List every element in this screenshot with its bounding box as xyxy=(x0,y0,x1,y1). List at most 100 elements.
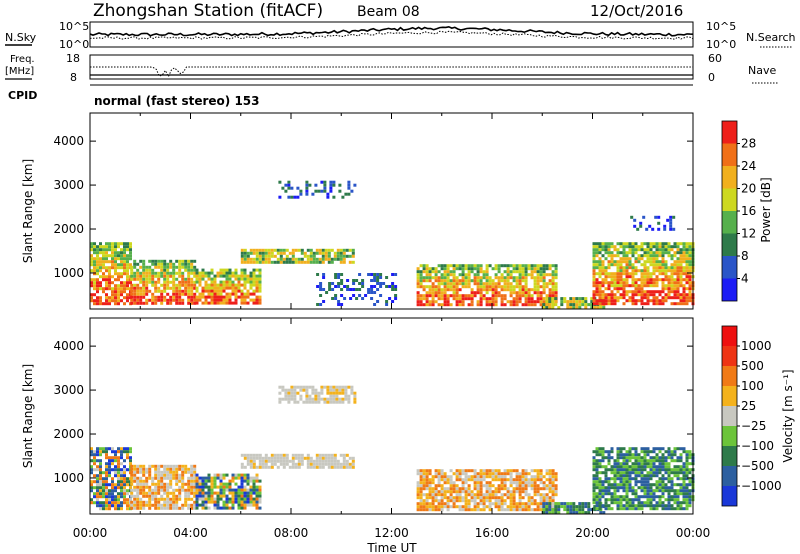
echo-cell xyxy=(123,254,126,258)
echo-cell xyxy=(548,273,552,277)
echo-cell xyxy=(123,483,126,487)
echo-cell xyxy=(634,251,638,255)
echo-cell xyxy=(479,294,483,298)
echo-cell xyxy=(305,192,309,196)
echo-cell xyxy=(670,281,674,285)
echo-cell xyxy=(187,259,191,263)
echo-cell xyxy=(685,492,689,496)
echo-cell xyxy=(288,260,292,264)
echo-cell xyxy=(425,264,429,268)
echo-cell xyxy=(673,459,677,463)
echo-cell xyxy=(655,504,659,508)
echo-cell xyxy=(348,260,352,264)
echo-cell xyxy=(661,287,665,291)
echo-cell xyxy=(657,215,661,219)
echo-cell xyxy=(584,303,588,307)
echo-cell xyxy=(509,291,513,295)
echo-cell xyxy=(287,400,291,404)
echo-cell xyxy=(613,284,617,288)
echo-cell xyxy=(676,293,680,297)
echo-cell xyxy=(419,469,423,473)
echo-cell xyxy=(655,257,659,261)
echo-cell xyxy=(278,397,282,401)
echo-cell xyxy=(637,504,641,508)
echo-cell xyxy=(184,280,188,284)
echo-cell xyxy=(370,279,374,282)
freq-tick-top: 18 xyxy=(66,52,80,65)
echo-cell xyxy=(628,468,632,472)
echo-cell xyxy=(518,291,522,295)
echo-cell xyxy=(207,274,211,278)
echo-cell xyxy=(142,292,146,296)
echo-cell xyxy=(524,502,528,506)
echo-cell xyxy=(190,277,194,281)
echo-cell xyxy=(348,456,352,460)
echo-cell xyxy=(682,269,686,273)
echo-cell xyxy=(473,484,477,488)
echo-cell xyxy=(548,288,552,292)
echo-cell xyxy=(670,498,674,502)
echo-cell xyxy=(96,498,99,502)
echo-cell xyxy=(604,504,608,508)
echo-cell xyxy=(602,511,606,515)
echo-cell xyxy=(646,498,650,502)
echo-cell xyxy=(303,251,307,255)
echo-cell xyxy=(599,511,603,515)
echo-cell xyxy=(625,474,629,478)
echo-cell xyxy=(667,296,671,300)
echo-cell xyxy=(249,257,253,261)
echo-cell xyxy=(111,504,114,508)
echo-cell xyxy=(628,507,632,511)
echo-cell xyxy=(102,248,105,252)
echo-cell xyxy=(437,493,441,497)
echo-cell xyxy=(96,495,99,499)
echo-cell xyxy=(136,488,140,492)
echo-cell xyxy=(625,254,629,258)
colorbar-tick-label: 100 xyxy=(741,379,764,393)
echo-cell xyxy=(673,465,677,469)
echo-cell xyxy=(449,499,453,503)
echo-cell xyxy=(628,290,632,294)
echo-cell xyxy=(341,388,345,392)
echo-cell xyxy=(123,266,126,270)
echo-cell xyxy=(276,456,280,460)
echo-cell xyxy=(105,504,108,508)
echo-cell xyxy=(219,485,223,489)
echo-cell xyxy=(509,490,513,494)
echo-cell xyxy=(139,289,143,293)
echo-cell xyxy=(622,272,626,276)
echo-cell xyxy=(225,497,229,501)
echo-cell xyxy=(613,302,617,306)
echo-cell xyxy=(619,275,623,279)
echo-cell xyxy=(123,251,126,255)
echo-cell xyxy=(114,293,117,297)
echo-cell xyxy=(592,296,596,300)
echo-cell xyxy=(512,303,516,307)
echo-cell xyxy=(117,495,120,499)
echo-cell xyxy=(670,266,674,270)
echo-cell xyxy=(610,492,614,496)
echo-cell xyxy=(210,479,214,483)
echo-cell xyxy=(290,391,294,395)
echo-cell xyxy=(285,456,289,460)
echo-cell xyxy=(604,302,608,306)
echo-cell xyxy=(479,300,483,304)
echo-cell xyxy=(640,263,644,267)
echo-cell xyxy=(524,282,528,286)
echo-cell xyxy=(145,271,149,275)
echo-cell xyxy=(461,270,465,274)
echo-cell xyxy=(231,494,235,498)
echo-cell xyxy=(503,282,507,286)
echo-cell xyxy=(494,291,498,295)
echo-cell xyxy=(598,483,602,487)
echo-cell xyxy=(655,254,659,258)
echo-cell xyxy=(524,273,528,277)
echo-cell xyxy=(416,291,420,295)
echo-cell xyxy=(120,450,123,454)
echo-cell xyxy=(99,471,102,475)
echo-cell xyxy=(637,284,641,288)
echo-cell xyxy=(279,254,283,258)
echo-cell xyxy=(607,272,611,276)
echo-cell xyxy=(228,488,232,492)
echo-cell xyxy=(440,472,444,476)
